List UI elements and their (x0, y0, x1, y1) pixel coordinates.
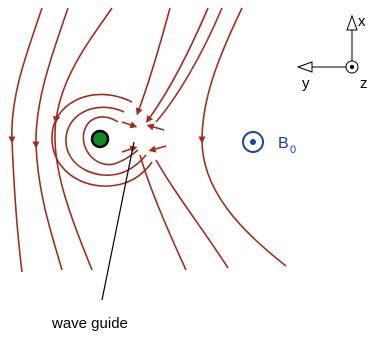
field-line (82, 116, 139, 166)
field-lines (8, 7, 287, 273)
field-line (65, 106, 147, 176)
field-line (155, 159, 229, 269)
field-line (8, 7, 43, 273)
wave-guide-label: wave guide (51, 315, 128, 332)
axis-label-y: y (302, 75, 310, 92)
wave-guide (90, 129, 110, 149)
y-axis-arrow-icon (296, 61, 313, 73)
field-label: B (278, 135, 289, 152)
field-line (121, 121, 138, 129)
wave-guide-core (90, 129, 110, 149)
field-line (148, 145, 167, 153)
field-line (121, 145, 138, 153)
field-line (198, 7, 287, 267)
field-line (139, 154, 187, 271)
wave-guide-pointer (101, 141, 135, 301)
field-line (32, 7, 69, 271)
axis-label-z: z (360, 75, 368, 92)
field-vector-symbol (242, 131, 264, 153)
axis-label-x: x (358, 13, 366, 30)
field-label-subscript: 0 (290, 144, 296, 156)
field-line (146, 123, 165, 131)
coordinate-axes (296, 14, 359, 74)
x-axis-arrow-icon (346, 14, 358, 31)
field-line (155, 7, 223, 123)
field-line (135, 7, 171, 116)
field-line (145, 7, 209, 123)
dot-circle-icon (242, 131, 264, 153)
field-line (51, 93, 153, 187)
